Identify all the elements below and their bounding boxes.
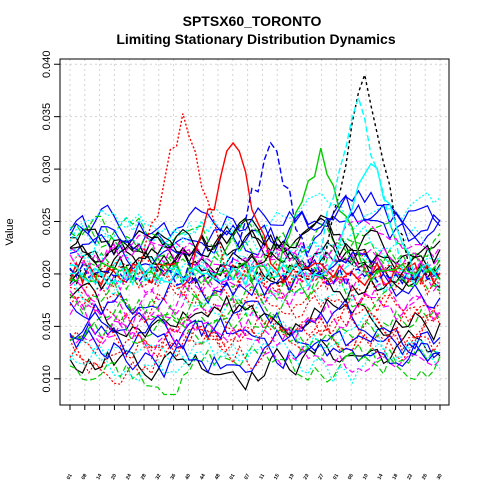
x-axis: 01 08 14 20 24 28 32 36 40 44 48 01 07 11 15 19 23 27 01 06… — [66, 404, 444, 480]
y-axis-label: Value — [4, 218, 16, 245]
x-tick-label: 23 — [303, 473, 311, 480]
x-tick-label: 14 — [95, 473, 103, 480]
x-tick-label: 26 — [421, 473, 429, 480]
y-tick-label: 0.040 — [41, 50, 53, 78]
background-series — [69, 189, 441, 396]
chart-title: SPTSX60_TORONTO — [183, 13, 322, 29]
y-tick-label: 0.025 — [41, 208, 53, 236]
series-line — [69, 241, 441, 293]
x-tick-label: 15 — [273, 473, 281, 480]
x-tick-label: 32 — [155, 473, 163, 480]
series-line — [69, 274, 441, 327]
series-line — [69, 282, 441, 342]
x-tick-label: 44 — [199, 473, 207, 480]
series-line — [69, 343, 441, 396]
x-tick-label: 01 — [332, 473, 340, 480]
highlight-series-line — [69, 162, 441, 288]
series-line — [69, 234, 441, 291]
x-tick-label: 01 — [229, 473, 237, 480]
x-tick-label: 22 — [406, 473, 414, 480]
series-line — [69, 250, 441, 326]
series-line — [69, 274, 441, 324]
x-tick-label: 10 — [362, 473, 370, 480]
x-tick-label: 30 — [436, 473, 444, 480]
x-tick-label: 07 — [243, 473, 251, 480]
x-tick-label: 14 — [377, 473, 385, 480]
x-tick-label: 01 — [66, 473, 74, 480]
y-tick-label: 0.020 — [41, 260, 53, 288]
series-line — [69, 191, 441, 246]
x-tick-label: 20 — [110, 473, 118, 480]
series-line — [69, 221, 441, 305]
x-tick-label: 19 — [288, 473, 296, 480]
series-line — [69, 208, 441, 290]
highlight-series-line — [69, 141, 441, 288]
chart-subtitle: Limiting Stationary Distribution Dynamic… — [116, 31, 395, 47]
series-line — [69, 252, 441, 321]
y-tick-label: 0.035 — [41, 103, 53, 131]
series-line — [69, 297, 441, 373]
x-tick-label: 28 — [140, 473, 148, 480]
x-tick-label: 06 — [347, 473, 355, 480]
series-line — [69, 339, 441, 385]
x-tick-label: 36 — [169, 473, 177, 480]
series-line — [69, 307, 441, 385]
highlight-series-line — [69, 141, 441, 287]
series-line — [69, 306, 441, 360]
series-line — [69, 298, 441, 379]
x-tick-label: 48 — [214, 473, 222, 480]
series-line — [69, 216, 441, 286]
series-line — [69, 194, 441, 255]
x-tick-label: 08 — [81, 473, 89, 480]
series-line — [69, 309, 441, 381]
x-tick-label: 18 — [391, 473, 399, 480]
plot-frame — [59, 58, 450, 406]
series-line — [69, 218, 441, 287]
y-axis: 0.010 0.015 0.020 0.025 0.030 0.035 0.040 — [41, 50, 61, 393]
series-line — [69, 189, 441, 245]
series-line — [69, 295, 441, 358]
highlight-series-line — [69, 72, 441, 287]
y-tick-label: 0.015 — [41, 313, 53, 341]
y-tick-label: 0.030 — [41, 155, 53, 183]
series-line — [69, 215, 441, 275]
grid — [60, 59, 449, 405]
x-tick-label: 11 — [258, 473, 266, 480]
x-tick-label: 27 — [317, 473, 325, 480]
series-line — [69, 219, 441, 288]
highlight-series — [69, 72, 441, 288]
y-tick-label: 0.010 — [41, 365, 53, 393]
highlight-series-line — [69, 113, 441, 287]
x-tick-label: 40 — [184, 473, 192, 480]
series-line — [69, 312, 441, 382]
series-line — [69, 244, 441, 315]
x-tick-label: 24 — [125, 473, 133, 480]
series-line — [69, 300, 441, 368]
